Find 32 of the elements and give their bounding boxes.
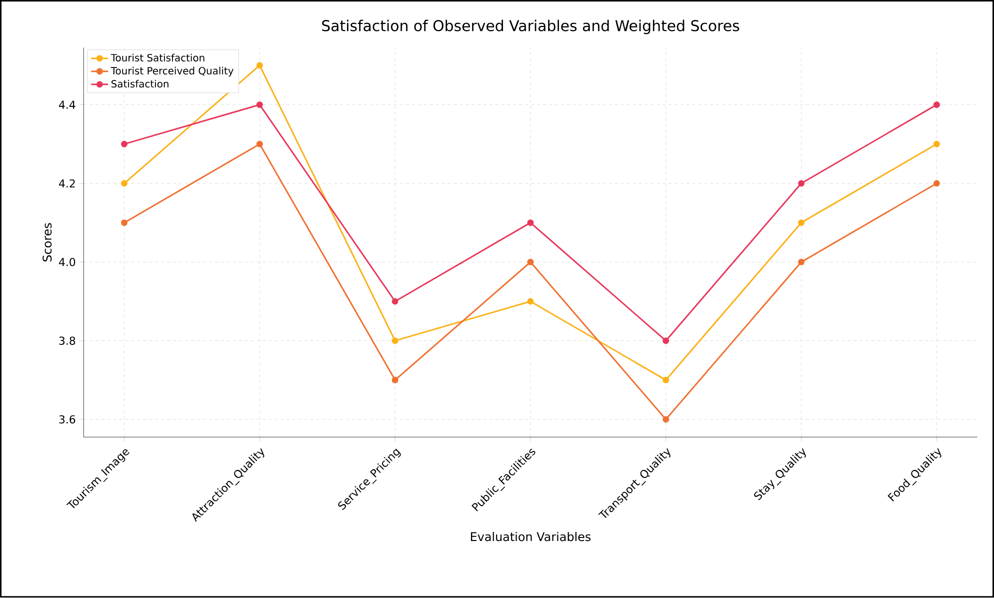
point bbox=[662, 338, 670, 344]
point bbox=[933, 180, 940, 187]
point bbox=[933, 102, 940, 108]
point bbox=[121, 180, 128, 187]
point bbox=[392, 298, 398, 305]
y-tick-label: 4.2 bbox=[58, 180, 75, 188]
point bbox=[256, 140, 263, 148]
point bbox=[662, 416, 670, 423]
legend-label: Satisfaction bbox=[112, 80, 168, 88]
point bbox=[121, 220, 128, 226]
point bbox=[798, 220, 805, 226]
y-tick-label: 3.6 bbox=[59, 415, 76, 424]
point bbox=[933, 140, 940, 148]
point bbox=[392, 338, 398, 344]
y-tick-label: 4.4 bbox=[58, 100, 76, 109]
x-axis-title: Evaluation Variables bbox=[470, 532, 591, 542]
legend-label: Tourist Satisfaction bbox=[110, 54, 204, 62]
chart-title: Satisfaction of Observed Variables and Weighted Scores bbox=[322, 20, 740, 34]
point bbox=[256, 62, 263, 69]
point bbox=[256, 102, 263, 108]
point bbox=[527, 220, 534, 226]
point bbox=[662, 377, 670, 384]
y-tick-label: 3.8 bbox=[59, 336, 76, 346]
point bbox=[527, 298, 534, 305]
y-axis-title: Scores bbox=[42, 223, 52, 262]
point bbox=[798, 258, 805, 266]
legend-label: Tourist Perceived Quality bbox=[110, 67, 234, 77]
point bbox=[121, 140, 128, 148]
y-tick-label: 4.0 bbox=[58, 258, 76, 266]
point bbox=[527, 258, 534, 266]
point bbox=[798, 180, 805, 187]
point bbox=[392, 377, 398, 384]
